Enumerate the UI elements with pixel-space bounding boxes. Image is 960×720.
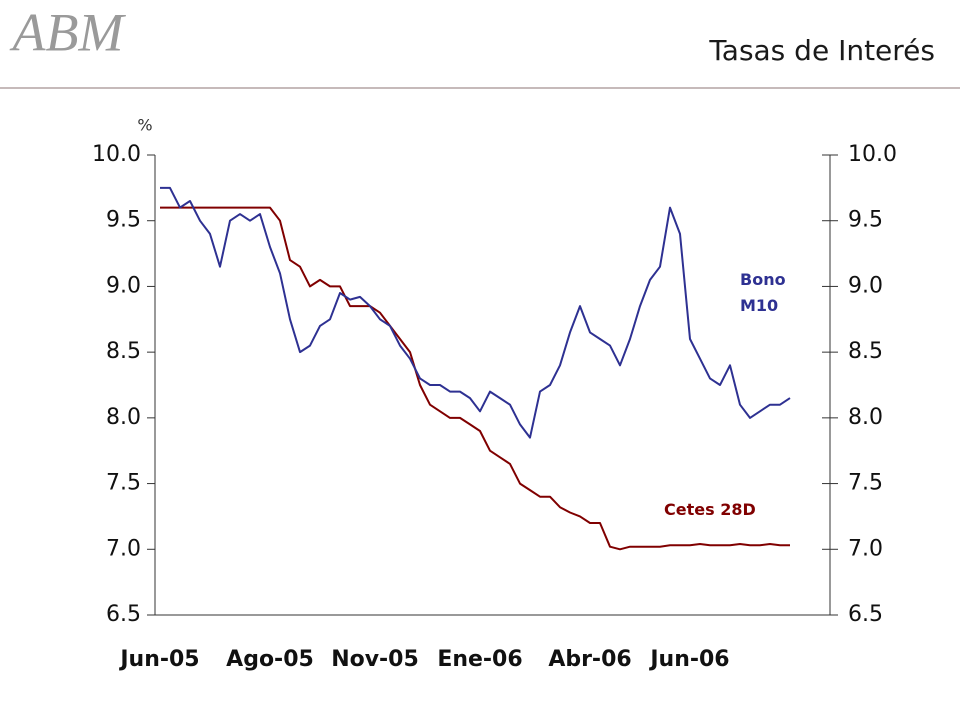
x-tick-label: Abr-06 — [548, 647, 631, 672]
series-line — [160, 206, 790, 551]
y-axis-label: % — [137, 116, 152, 135]
y2-tick-label: 6.5 — [848, 602, 883, 627]
y-tick-label: 9.0 — [106, 273, 141, 298]
y2-tick-label: 7.5 — [848, 471, 883, 496]
y-tick-label: 9.5 — [106, 208, 141, 233]
y-tick-label: 7.0 — [106, 536, 141, 561]
y2-tick-label: 10.0 — [848, 142, 897, 167]
chart-title: Tasas de Interés — [708, 34, 935, 67]
y-tick-label: 6.5 — [106, 602, 141, 627]
series-label: Bono M10 — [740, 270, 786, 315]
y2-tick-label: 9.5 — [848, 208, 883, 233]
x-tick-label: Jun-05 — [118, 647, 199, 672]
y2-tick-label: 9.0 — [848, 273, 883, 298]
y2-tick-label: 7.0 — [848, 536, 883, 561]
y2-tick-label: 8.0 — [848, 405, 883, 430]
logo: ABM — [10, 2, 127, 62]
y2-tick-label: 8.5 — [848, 339, 883, 364]
series-line — [160, 186, 791, 439]
x-tick-label: Ago-05 — [226, 647, 314, 672]
x-tick-label: Nov-05 — [331, 647, 419, 672]
y-tick-label: 7.5 — [106, 471, 141, 496]
series-label: Cetes 28D — [664, 500, 756, 519]
y-tick-label: 8.5 — [106, 339, 141, 364]
y-tick-label: 10.0 — [92, 142, 141, 167]
y-tick-label: 8.0 — [106, 405, 141, 430]
x-tick-label: Ene-06 — [437, 647, 522, 672]
x-tick-label: Jun-06 — [648, 647, 729, 672]
